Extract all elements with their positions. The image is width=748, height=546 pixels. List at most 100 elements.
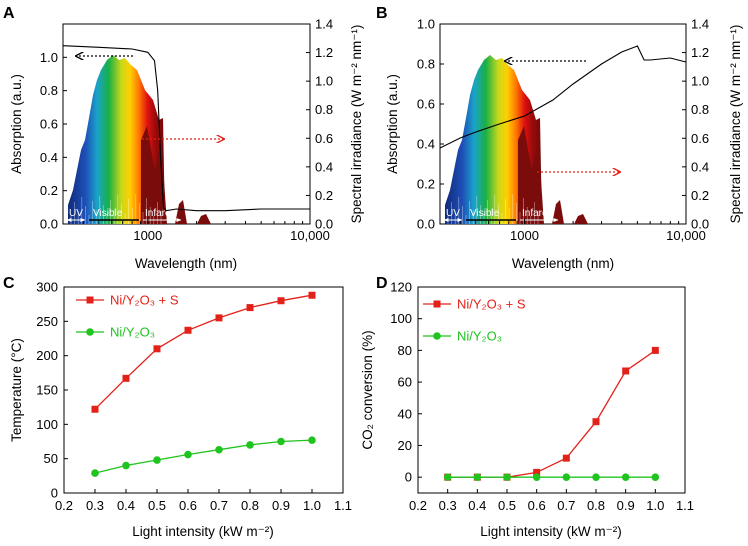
y2-tick-label: 1.0 bbox=[691, 74, 709, 89]
y-tick-label: 0 bbox=[51, 486, 58, 501]
x-tick-label: 0.5 bbox=[498, 498, 516, 513]
y2-tick-label: 0.8 bbox=[691, 102, 709, 117]
y2-tick-label: 0.6 bbox=[691, 131, 709, 146]
x-tick-label: 10,000 bbox=[666, 228, 706, 243]
y-tick-label: 1.0 bbox=[417, 17, 435, 32]
legend-label: Ni/Y₂O₃ + S bbox=[457, 297, 526, 312]
x-tick-label: 0.9 bbox=[617, 498, 635, 513]
data-point bbox=[277, 297, 285, 305]
y-tick-label: 80 bbox=[398, 343, 412, 358]
y-tick-label: 200 bbox=[36, 348, 58, 363]
x-tick-label: 1.1 bbox=[676, 498, 694, 513]
y2-tick-label: 0.4 bbox=[315, 159, 333, 174]
band-label-visible: Visible bbox=[470, 208, 500, 219]
plot-frame bbox=[63, 286, 344, 494]
y-axis-label: Absorption (a.u.) bbox=[9, 74, 24, 174]
x-tick-label: 0.2 bbox=[409, 498, 427, 513]
legend-marker bbox=[433, 300, 441, 308]
band-label-infrared: Infared bbox=[522, 208, 553, 219]
legend-marker bbox=[86, 328, 94, 336]
absorption-curve bbox=[62, 45, 310, 212]
legend-marker bbox=[86, 296, 94, 304]
y2-tick-label: 0.0 bbox=[691, 217, 709, 232]
data-point bbox=[533, 468, 541, 476]
band-label-uv: UV bbox=[446, 208, 460, 219]
legend-label: Ni/Y₂O₃ + S bbox=[110, 293, 179, 308]
x-tick-label: 1.0 bbox=[303, 498, 321, 513]
x-tick-label: 1.0 bbox=[646, 498, 664, 513]
x-tick-label: 0.4 bbox=[117, 498, 135, 513]
spectrum-infrared bbox=[197, 214, 211, 224]
y-tick-label: 0 bbox=[405, 470, 412, 485]
y-tick-label: 0.8 bbox=[40, 83, 58, 98]
data-point bbox=[562, 454, 570, 462]
x-tick-label: 0.9 bbox=[272, 498, 290, 513]
data-point bbox=[246, 441, 254, 449]
x-axis-label: Wavelength (nm) bbox=[512, 256, 614, 271]
x-axis-label: Light intensity (kW m⁻²) bbox=[480, 524, 621, 539]
y-axis-label: Absorption (a.u.) bbox=[385, 74, 400, 174]
data-point bbox=[91, 469, 99, 477]
y-tick-label: 300 bbox=[36, 280, 58, 295]
y2-tick-label: 0.2 bbox=[691, 188, 709, 203]
panel-letter-c: C bbox=[3, 275, 15, 292]
spectrum-infrared bbox=[518, 126, 544, 224]
y2-tick-label: 1.4 bbox=[691, 17, 709, 32]
y-tick-label: 100 bbox=[390, 311, 412, 326]
data-point bbox=[122, 461, 130, 470]
x-tick-label: 1000 bbox=[133, 228, 162, 243]
y-tick-label: 0.6 bbox=[417, 97, 435, 112]
y2-tick-label: 0.6 bbox=[315, 131, 333, 146]
legend-label: Ni/Y₂O₃ bbox=[110, 325, 155, 340]
y-tick-label: 0.2 bbox=[417, 177, 435, 192]
solar-spectrum: UV Visible Infared bbox=[66, 55, 211, 224]
y2-tick-label: 0.4 bbox=[691, 159, 709, 174]
y-tick-label: 40 bbox=[398, 406, 412, 421]
data-point bbox=[532, 473, 541, 481]
x-tick-label: 0.3 bbox=[86, 498, 104, 513]
band-label-uv: UV bbox=[69, 208, 83, 219]
plot-frame bbox=[417, 286, 686, 494]
x-tick-label: 0.2 bbox=[55, 498, 73, 513]
y-tick-label: 0.8 bbox=[417, 57, 435, 72]
chart-panel-c: 0.2 0.3 0.4 0.5 0.6 0.7 0.8 0.9 1.0 1.1 0 50 100 150 2… bbox=[9, 280, 352, 540]
data-point bbox=[503, 473, 511, 481]
y-tick-label: 100 bbox=[36, 417, 58, 432]
band-label-infrared: Infared bbox=[145, 208, 176, 219]
y-tick-label: 0.0 bbox=[40, 217, 58, 232]
solar-spectrum: UV Visible Infared bbox=[443, 55, 588, 224]
y-axis-label: Temperature (°C) bbox=[9, 338, 24, 442]
y2-tick-label: 1.4 bbox=[315, 17, 333, 32]
chart-panel-d: 0.2 0.3 0.4 0.5 0.6 0.7 0.8 0.9 1.0 1.1 0 20 40 60 80 1… bbox=[360, 280, 694, 540]
data-point bbox=[651, 346, 659, 354]
band-label-visible: Visible bbox=[93, 208, 123, 219]
x-axis-label: Light intensity (kW m⁻²) bbox=[132, 524, 273, 539]
panel-letter-a: A bbox=[3, 5, 15, 22]
data-point bbox=[651, 473, 660, 481]
y2-axis-label: Spectral irradiance (W m⁻² nm⁻¹) bbox=[349, 25, 364, 224]
y-tick-label: 150 bbox=[36, 383, 58, 398]
data-point bbox=[215, 445, 223, 454]
data-point bbox=[277, 437, 285, 446]
data-point bbox=[184, 326, 192, 334]
data-point bbox=[308, 291, 316, 299]
data-point bbox=[215, 314, 223, 322]
data-point bbox=[592, 473, 600, 481]
data-point bbox=[592, 418, 600, 426]
y-tick-label: 1.0 bbox=[40, 50, 58, 65]
spectrum-infrared bbox=[574, 214, 588, 224]
x-tick-label: 0.7 bbox=[210, 498, 228, 513]
spectrum-infrared bbox=[141, 126, 167, 224]
y-axis-label: CO₂ conversion (%) bbox=[360, 330, 375, 449]
y2-axis-label: Spectral irradiance (W m⁻² nm⁻¹) bbox=[728, 25, 743, 224]
data-point bbox=[443, 473, 452, 481]
data-point bbox=[473, 473, 482, 481]
y2-tick-label: 0.0 bbox=[315, 217, 333, 232]
y2-tick-label: 0.2 bbox=[315, 188, 333, 203]
data-point bbox=[308, 436, 316, 444]
data-point bbox=[622, 367, 630, 375]
series-line bbox=[94, 294, 313, 410]
y-tick-label: 0.4 bbox=[417, 137, 435, 152]
data-point bbox=[122, 374, 130, 382]
data-point bbox=[621, 473, 630, 481]
